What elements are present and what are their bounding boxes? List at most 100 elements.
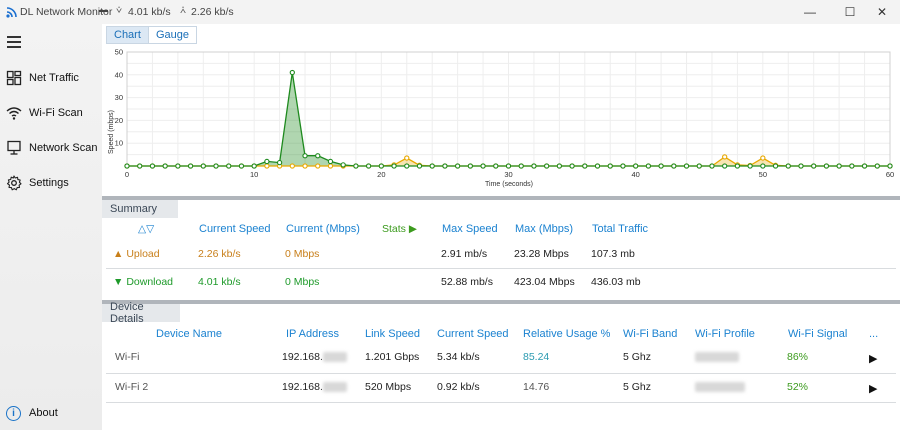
- maximize-button[interactable]: ☐: [844, 5, 856, 19]
- data-point: [836, 163, 842, 169]
- data-point: [760, 155, 766, 161]
- upload-current-speed: 2.26 kb/s: [198, 248, 241, 260]
- devices-col-profile: Wi-Fi Profile: [695, 328, 755, 340]
- minimize-button[interactable]: —: [804, 5, 816, 19]
- down-arrow-icon: ▼: [113, 276, 124, 288]
- download-current-speed: 4.01 kb/s: [198, 276, 241, 288]
- title-bar: DL Network Monitor ⩒ 4.01 kb/s ⩑ 2.26 kb…: [0, 0, 900, 24]
- data-point: [251, 163, 257, 169]
- download-max-mbps: 423.04 Mbps: [514, 276, 575, 288]
- devices-header: Device Details: [102, 301, 180, 325]
- wifi-icon: [6, 107, 22, 120]
- gear-icon: [6, 175, 22, 191]
- data-point: [442, 163, 448, 169]
- devices-col-link-speed: Link Speed: [365, 328, 421, 340]
- devices-col-signal: Wi-Fi Signal: [788, 328, 848, 340]
- data-point: [633, 163, 639, 169]
- data-point: [518, 163, 524, 169]
- devices-col-usage: Relative Usage %: [523, 328, 611, 340]
- device-name: Wi-Fi 2: [115, 381, 149, 393]
- data-point: [315, 163, 321, 169]
- summary-header: Summary: [102, 200, 178, 218]
- hamburger-menu-icon[interactable]: [7, 36, 21, 48]
- summary-col-stats[interactable]: Stats ▶: [382, 223, 417, 235]
- sidebar-item-net-traffic[interactable]: Net Traffic: [0, 64, 102, 92]
- y-tick-label: 40: [115, 70, 123, 79]
- sidebar-item-wifi-scan[interactable]: Wi-Fi Scan: [0, 99, 102, 127]
- devices-col-more[interactable]: ...: [869, 328, 879, 340]
- sidebar-item-label: Network Scan: [29, 142, 98, 154]
- data-point: [264, 158, 270, 165]
- data-point: [200, 163, 206, 169]
- row-divider: [106, 268, 896, 269]
- data-point: [531, 163, 537, 169]
- data-point: [340, 162, 346, 168]
- sidebar-item-label: Wi-Fi Scan: [29, 107, 83, 119]
- devices-col-band: Wi-Fi Band: [623, 328, 678, 340]
- data-point: [709, 163, 715, 169]
- chart-x-axis-label: Time (seconds): [485, 181, 533, 188]
- redacted-profile: [695, 382, 745, 393]
- data-point: [620, 163, 626, 169]
- sidebar: Net Traffic Wi-Fi Scan Network Scan Sett…: [0, 24, 102, 430]
- device-usage: 14.76: [523, 381, 550, 393]
- upload-row-label: ▲ Upload: [113, 248, 160, 260]
- redacted-profile: [695, 352, 739, 363]
- data-point: [391, 163, 397, 169]
- sidebar-item-settings[interactable]: Settings: [0, 169, 102, 197]
- y-tick-label: 20: [115, 116, 123, 125]
- data-point: [289, 69, 295, 76]
- y-tick-label: 30: [115, 93, 123, 102]
- devices-divider: [102, 300, 900, 304]
- tab-gauge[interactable]: Gauge: [148, 26, 198, 44]
- upload-total: 107.3 mb: [591, 248, 635, 260]
- sort-icon[interactable]: △▽: [138, 223, 155, 235]
- data-point: [302, 163, 308, 169]
- row-divider: [106, 373, 896, 374]
- data-point: [404, 155, 410, 161]
- title-separator: [99, 10, 108, 12]
- tab-chart[interactable]: Chart: [106, 26, 149, 44]
- download-current-mbps: 0 Mbps: [285, 276, 320, 288]
- data-point: [429, 163, 435, 169]
- close-button[interactable]: ✕: [876, 5, 888, 19]
- device-usage: 85.24: [523, 351, 550, 363]
- device-ip: 192.168.: [282, 381, 347, 393]
- data-point: [683, 163, 690, 169]
- device-expand-button[interactable]: ▶: [869, 383, 878, 395]
- data-point: [785, 163, 791, 169]
- data-point: [149, 163, 156, 169]
- device-profile: [695, 351, 739, 363]
- data-point: [760, 163, 766, 169]
- summary-col-total-traffic: Total Traffic: [592, 223, 649, 235]
- summary-col-max-speed: Max Speed: [442, 223, 498, 235]
- x-tick-label: 20: [377, 170, 385, 179]
- device-expand-button[interactable]: ▶: [869, 353, 878, 365]
- x-tick-label: 50: [759, 170, 767, 179]
- data-point: [124, 163, 130, 169]
- data-point: [327, 158, 334, 165]
- x-tick-label: 60: [886, 170, 894, 179]
- data-point: [556, 163, 563, 169]
- data-point: [569, 163, 575, 169]
- data-point: [696, 163, 702, 169]
- upload-arrow-icon: ⩑: [180, 5, 187, 16]
- y-tick-label: 50: [115, 48, 123, 57]
- device-current-speed: 5.34 kb/s: [437, 351, 480, 363]
- data-point: [416, 163, 423, 169]
- data-point: [607, 163, 613, 169]
- data-point: [213, 163, 219, 169]
- summary-col-current-speed: Current Speed: [199, 223, 271, 235]
- sidebar-item-network-scan[interactable]: Network Scan: [0, 134, 102, 162]
- data-point: [861, 163, 868, 169]
- data-point: [543, 163, 550, 169]
- sidebar-item-label: About: [29, 407, 58, 419]
- data-point: [276, 159, 283, 166]
- x-tick-label: 40: [631, 170, 639, 179]
- data-point: [823, 163, 830, 169]
- device-link-speed: 520 Mbps: [365, 381, 412, 393]
- device-name: Wi-Fi: [115, 351, 140, 363]
- sidebar-item-about[interactable]: i About: [0, 399, 102, 427]
- data-point: [467, 163, 473, 169]
- data-point: [874, 163, 880, 169]
